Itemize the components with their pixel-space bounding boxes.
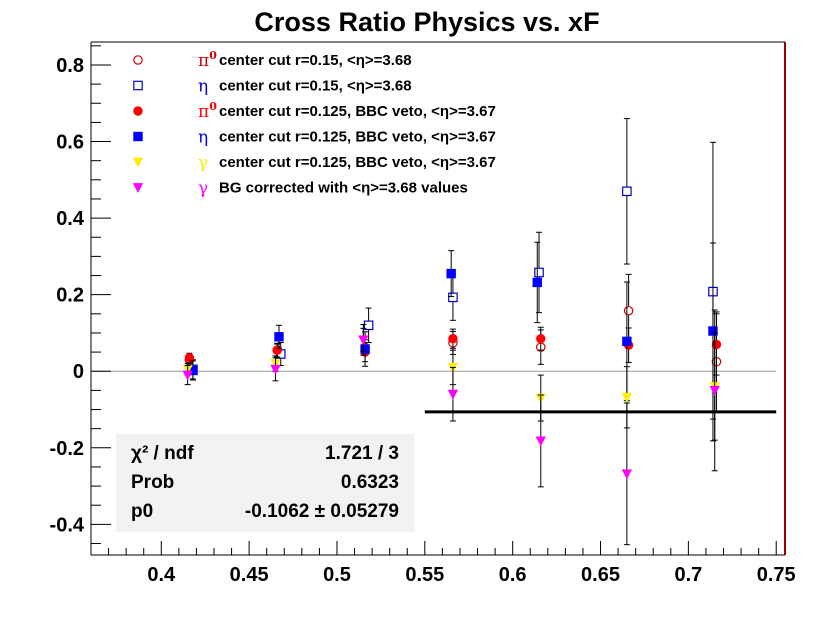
data-series: [182, 118, 722, 546]
series-5: [182, 309, 720, 546]
data-point: [184, 353, 195, 363]
data-point: [536, 333, 546, 344]
data-point: [532, 277, 542, 288]
y-tick-label: 0.6: [56, 132, 84, 154]
data-point: [622, 186, 632, 197]
legend-entry-label: BG corrected with <η>=3.68 values: [219, 180, 468, 197]
data-point: [270, 364, 281, 375]
stats-value: 0.6323: [341, 472, 399, 493]
y-tick-label: 0: [73, 361, 84, 383]
y-tick-label: -0.2: [50, 438, 84, 460]
legend-symbol-label: η: [198, 77, 208, 97]
x-tick-label: 0.55: [405, 564, 444, 586]
y-tick-label: 0.4: [56, 208, 85, 230]
plot-frame: [90, 41, 786, 556]
legend-entry-2: π0 center cut r=0.125, BBC veto, <η>=3.67: [133, 100, 496, 122]
data-point: [622, 336, 632, 347]
legend-entry-4: γ center cut r=0.125, BBC veto, <η>=3.67: [132, 153, 496, 173]
legend-symbol-superscript: 0: [209, 49, 217, 62]
legend-marker: [133, 55, 143, 65]
data-point: [182, 370, 193, 381]
y-tick-label: 0.2: [56, 285, 84, 307]
x-tick-label: 0.5: [323, 564, 351, 586]
legend-symbol-label: η: [198, 128, 208, 148]
legend-marker: [133, 80, 143, 91]
data-point: [621, 469, 633, 480]
fit-stats-box: χ² / ndf 1.721 / 3 Prob 0.6323 p0 -0.1062 ± 0…: [116, 434, 414, 532]
stats-label: χ² / ndf: [131, 443, 194, 464]
legend-marker: [132, 157, 144, 168]
x-tick-label: 0.45: [230, 564, 269, 586]
legend-symbol-label: γ: [198, 153, 208, 173]
data-point: [358, 335, 369, 346]
legend-marker: [132, 183, 144, 193]
legend-symbol-superscript: 0: [209, 100, 217, 113]
x-tick-label: 0.75: [757, 564, 796, 586]
stats-value: 1.721 / 3: [325, 443, 399, 464]
chart-title: Cross Ratio Physics vs. xF: [254, 7, 599, 37]
data-point: [448, 292, 458, 303]
data-point: [534, 267, 544, 278]
data-point: [621, 392, 633, 403]
legend-marker: [133, 106, 143, 116]
x-tick-label: 0.65: [581, 564, 620, 586]
data-point: [446, 268, 456, 279]
data-point: [448, 333, 458, 344]
stats-label: p0: [131, 501, 153, 522]
x-tick-label: 0.6: [499, 564, 527, 586]
data-point: [623, 305, 634, 316]
legend-marker: [133, 131, 143, 142]
data-point: [363, 320, 374, 331]
axes: 0.4 0.45 0.5 0.55 0.6 0.65 0.7 0.75 -0.4 -0.2 0 0.2…: [50, 45, 796, 586]
legend-entry-3: η center cut r=0.125, BBC veto, <η>=3.67: [133, 128, 496, 148]
stats-box-background: [116, 434, 414, 532]
data-point: [711, 339, 722, 350]
legend-entry-label: center cut r=0.15, <η>=3.68: [219, 78, 412, 95]
legend-entry-label: center cut r=0.15, <η>=3.68: [219, 52, 412, 69]
data-point: [272, 345, 282, 355]
y-tick-label: 0.8: [56, 55, 84, 77]
data-point: [708, 326, 718, 336]
legend-entry-5: γ BG corrected with <η>=3.68 values: [132, 179, 468, 199]
data-point: [274, 332, 284, 342]
data-point: [360, 344, 370, 354]
data-point: [535, 436, 546, 447]
stats-value: -0.1062 ± 0.05279: [245, 501, 399, 522]
data-point: [447, 389, 459, 400]
legend-entry-label: center cut r=0.125, BBC veto, <η>=3.67: [219, 129, 496, 146]
x-tick-label: 0.4: [147, 564, 176, 586]
legend-entry-label: center cut r=0.125, BBC veto, <η>=3.67: [219, 103, 496, 120]
legend: π0 center cut r=0.15, <η>=3.68η center cut…: [132, 49, 496, 199]
data-point: [709, 385, 720, 396]
x-tick-label: 0.7: [674, 564, 702, 586]
stats-label: Prob: [131, 472, 174, 493]
legend-entry-1: η center cut r=0.15, <η>=3.68: [133, 77, 412, 97]
legend-symbol-label: γ: [198, 179, 208, 199]
y-tick-label: -0.4: [50, 514, 85, 536]
legend-entry-label: center cut r=0.125, BBC veto, <η>=3.67: [219, 154, 496, 171]
